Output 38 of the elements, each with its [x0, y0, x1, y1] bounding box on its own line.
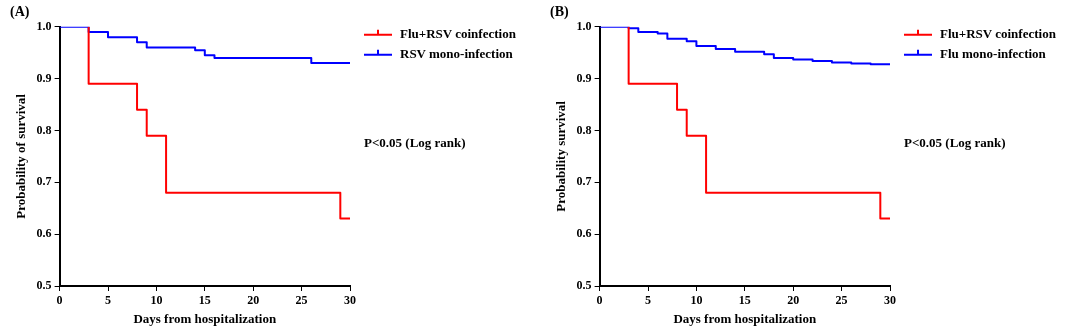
- x-tick-label: 20: [787, 293, 800, 308]
- y-tick-label: 0.5: [576, 278, 592, 293]
- y-tick-label: 0.6: [576, 226, 592, 241]
- x-tick-label: 5: [645, 293, 651, 308]
- x-tick-label: 15: [738, 293, 751, 308]
- y-tick-label: 0.5: [36, 278, 52, 293]
- x-tick-label: 0: [56, 293, 63, 308]
- x-tick-label: 25: [295, 293, 308, 308]
- x-tick-label: 0: [596, 293, 603, 308]
- x-tick-label: 10: [690, 293, 703, 308]
- legend-label: RSV mono-infection: [400, 46, 514, 62]
- x-tick-label: 30: [344, 293, 356, 308]
- x-tick-label: 15: [198, 293, 211, 308]
- y-tick-label: 0.8: [576, 122, 592, 137]
- y-tick-label: 0.6: [36, 226, 52, 241]
- y-axis-title: Probability of survival: [13, 93, 29, 219]
- x-axis-title: Days from hospitalization: [133, 310, 277, 326]
- y-tick-label: 1.0: [36, 18, 52, 33]
- x-tick-label: 25: [835, 293, 848, 308]
- y-axis-title: Probability survival: [553, 100, 569, 212]
- y-tick-label: 0.7: [576, 174, 592, 189]
- text: P<0.05 (Log rank): [904, 134, 1006, 150]
- chart-title: (A): [10, 4, 30, 21]
- chart-title: (B): [550, 4, 569, 21]
- y-tick-label: 0.7: [36, 174, 52, 189]
- y-tick-label: 0.8: [36, 122, 52, 137]
- x-axis-title: Days from hospitalization: [673, 310, 817, 326]
- legend-label: Flu+RSV coinfection: [400, 26, 517, 42]
- y-tick-label: 0.9: [576, 70, 592, 85]
- legend-label: Flu mono-infection: [940, 46, 1047, 62]
- x-tick-label: 5: [105, 293, 111, 308]
- y-tick-label: 0.9: [36, 70, 52, 85]
- x-tick-label: 20: [247, 293, 260, 308]
- text: P<0.05 (Log rank): [364, 134, 466, 150]
- y-tick-label: 1.0: [576, 18, 592, 33]
- x-tick-label: 10: [150, 293, 163, 308]
- legend-label: Flu+RSV coinfection: [940, 26, 1057, 42]
- x-tick-label: 30: [884, 293, 896, 308]
